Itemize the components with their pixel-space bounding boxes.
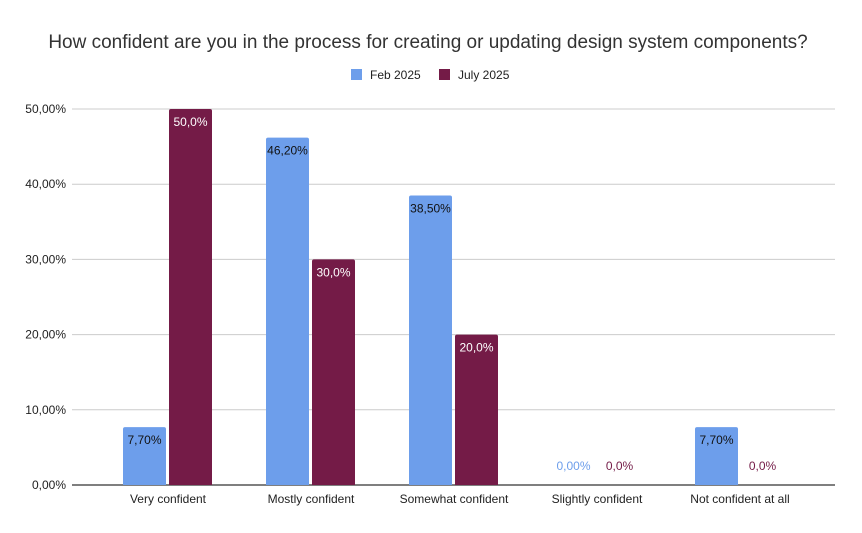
data-label: 7,70% — [699, 433, 733, 447]
data-label: 30,0% — [316, 265, 350, 279]
data-label: 20,0% — [459, 341, 493, 355]
x-tick-label: Not confident at all — [690, 492, 789, 506]
x-tick-label: Slightly confident — [552, 492, 643, 506]
y-tick-label: 40,00% — [25, 177, 66, 191]
y-tick-label: 20,00% — [25, 328, 66, 342]
x-tick-label: Somewhat confident — [400, 492, 509, 506]
data-label: 50,0% — [173, 115, 207, 129]
legend-label: July 2025 — [458, 68, 510, 82]
x-tick-label: Mostly confident — [268, 492, 355, 506]
data-label: 7,70% — [127, 433, 161, 447]
legend: Feb 2025 July 2025 — [351, 68, 510, 82]
data-label: 0,0% — [606, 459, 634, 473]
bar — [312, 259, 355, 485]
chart-title: How confident are you in the process for… — [48, 32, 807, 53]
y-tick-label: 10,00% — [25, 403, 66, 417]
bar — [695, 427, 738, 485]
y-tick-label: 50,00% — [25, 102, 66, 116]
x-tick-label: Very confident — [130, 492, 207, 506]
data-label: 46,20% — [267, 144, 308, 158]
y-tick-label: 30,00% — [25, 252, 66, 266]
legend-label: Feb 2025 — [370, 68, 421, 82]
legend-swatch — [351, 69, 362, 80]
data-label: 0,0% — [749, 459, 777, 473]
bar — [169, 109, 212, 485]
data-label: 0,00% — [556, 459, 590, 473]
data-label: 38,50% — [410, 201, 451, 215]
bar — [455, 334, 498, 485]
bar — [409, 195, 452, 486]
bar — [123, 427, 166, 485]
bar — [266, 137, 309, 486]
y-tick-label: 0,00% — [32, 478, 66, 492]
legend-swatch — [439, 69, 450, 80]
